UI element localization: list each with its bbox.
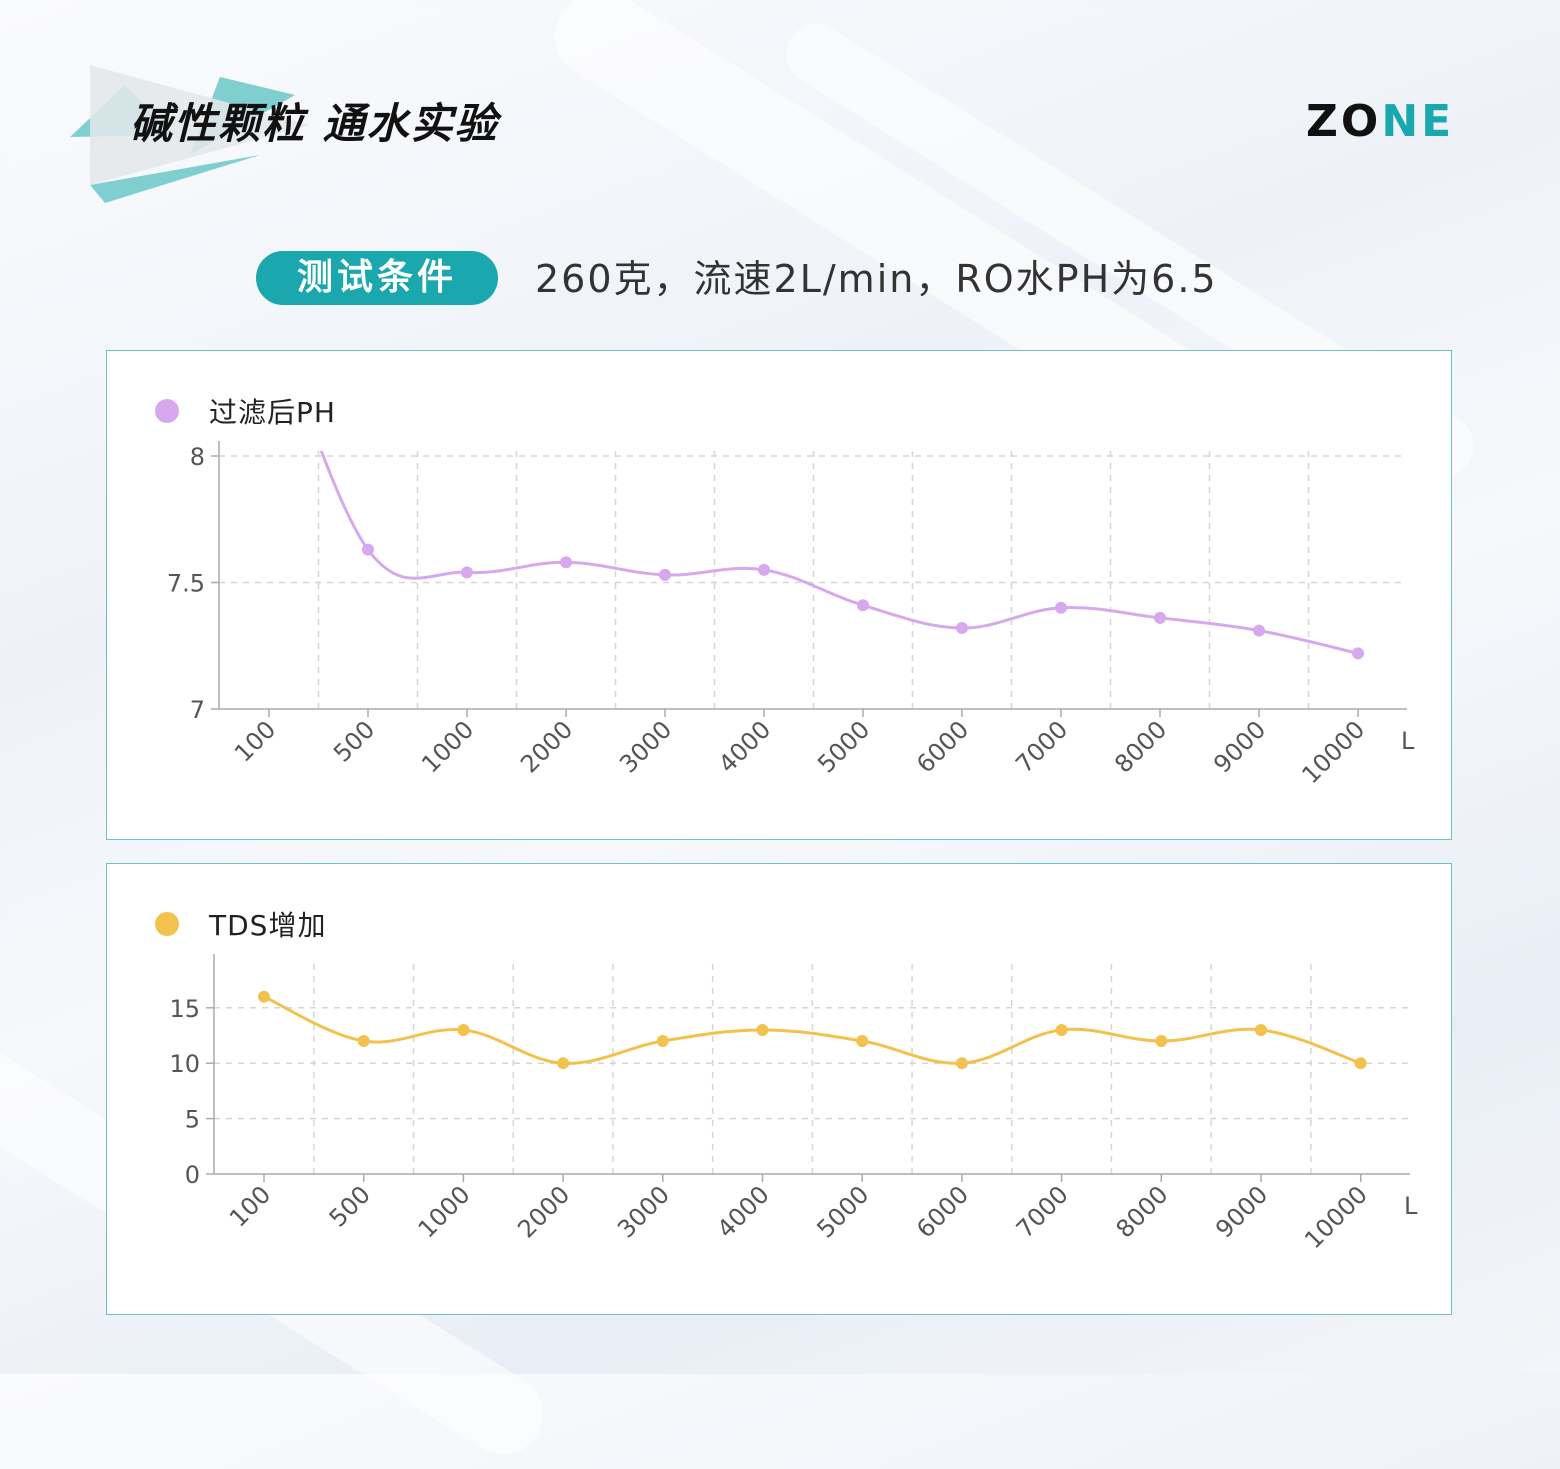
data-point	[362, 543, 374, 556]
x-tick-label: 4000	[713, 715, 776, 778]
data-point	[461, 566, 473, 579]
data-point	[1255, 1023, 1267, 1036]
x-tick-label: 7000	[1011, 1180, 1074, 1243]
page-title: 碱性颗粒 通水实验	[130, 99, 499, 148]
x-tick-label: 6000	[911, 715, 974, 778]
x-tick-label: 500	[328, 715, 380, 767]
data-point	[956, 622, 968, 635]
x-tick-label: 2000	[515, 715, 578, 778]
y-tick-label: 15	[169, 995, 200, 1023]
brand-logo: ZONE	[1306, 96, 1454, 147]
x-tick-label: 8000	[1111, 1180, 1174, 1243]
data-point	[659, 568, 671, 581]
x-tick-label: 7000	[1010, 715, 1073, 778]
data-point	[457, 1023, 470, 1036]
data-point	[357, 1035, 370, 1048]
y-tick-label: 5	[185, 1106, 200, 1134]
x-tick-label: 2000	[512, 1180, 575, 1243]
y-tick-label: 10	[169, 1050, 200, 1078]
data-point	[856, 1035, 869, 1048]
ph-legend: 过滤后PH	[155, 391, 336, 431]
data-point	[1055, 601, 1067, 614]
data-point	[258, 990, 270, 1003]
data-point	[1154, 611, 1166, 624]
y-tick-label: 0	[185, 1161, 200, 1189]
x-axis-unit: L	[1401, 727, 1415, 755]
data-point	[955, 1057, 968, 1070]
x-tick-label: 9000	[1208, 715, 1271, 778]
data-point	[656, 1035, 669, 1048]
x-tick-label: 500	[324, 1180, 376, 1232]
ph-legend-marker	[155, 399, 179, 423]
x-tick-label: 3000	[612, 1180, 675, 1243]
x-tick-label: 10000	[1296, 715, 1370, 789]
x-tick-label: 1000	[416, 715, 479, 778]
tds-line-chart: 0 5 10 15 100 500 1000 2000 3000 4000 5000 6000 7000…	[169, 954, 1418, 1254]
data-point	[1055, 1023, 1068, 1036]
header-decoration	[70, 65, 310, 203]
ph-chart-panel: 过滤后PH 7 7.5 8 100 500 1000 2000 3000 4000 5000 600…	[106, 350, 1452, 840]
x-tick-label: 9000	[1210, 1180, 1273, 1243]
x-tick-label: 1000	[413, 1180, 476, 1243]
data-point	[756, 1023, 769, 1036]
data-point	[758, 563, 770, 576]
tds-legend-label: TDS增加	[209, 909, 327, 942]
x-tick-label: 3000	[614, 715, 677, 778]
data-point	[1354, 1057, 1367, 1070]
series-line	[263, 995, 1362, 1065]
data-point	[857, 599, 869, 612]
data-point	[1253, 624, 1265, 637]
y-tick-label: 7	[190, 696, 205, 724]
y-tick-label: 7.5	[167, 570, 205, 598]
x-axis-unit: L	[1404, 1192, 1418, 1220]
data-point	[557, 1057, 570, 1070]
condition-text: 260克，流速2L/min，RO水PH为6.5	[535, 257, 1218, 301]
x-tick-label: 100	[224, 1180, 276, 1232]
data-point	[1352, 647, 1364, 660]
x-tick-label: 5000	[811, 1180, 874, 1243]
brand-logo-accent: NE	[1381, 96, 1455, 147]
data-point	[560, 556, 572, 569]
y-tick-label: 8	[190, 443, 205, 471]
ph-line-chart: 7 7.5 8 100 500 1000 2000 3000 4000 5000 6000 7000 8…	[167, 441, 1415, 789]
x-tick-label: 8000	[1109, 715, 1172, 778]
tds-chart-panel: TDS增加 0 5 10 15 100 500 1000 2000 3000 4000 5000 60…	[106, 863, 1452, 1315]
ph-legend-label: 过滤后PH	[209, 396, 336, 429]
x-tick-label: 6000	[911, 1180, 974, 1243]
brand-logo-part: ZO	[1306, 96, 1382, 147]
condition-badge: 测试条件	[256, 251, 498, 305]
tds-legend-marker	[155, 912, 179, 936]
x-tick-label: 4000	[712, 1180, 775, 1243]
x-tick-label: 5000	[812, 715, 875, 778]
tds-legend: TDS增加	[155, 904, 326, 944]
x-tick-label: 100	[229, 715, 281, 767]
x-tick-label: 10000	[1299, 1180, 1373, 1254]
data-point	[1155, 1035, 1168, 1048]
